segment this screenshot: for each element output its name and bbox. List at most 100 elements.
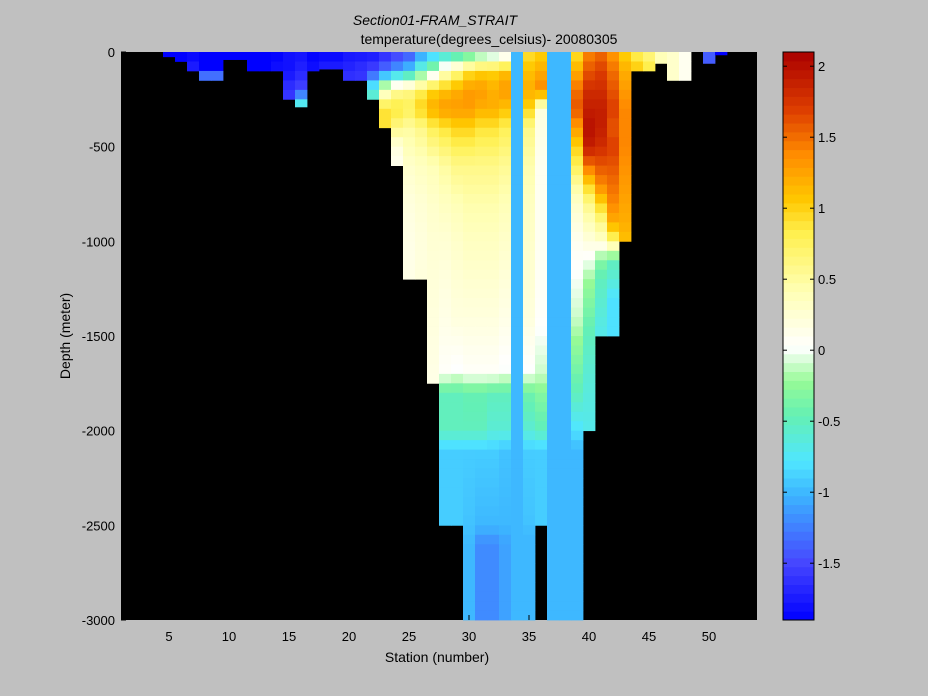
- colorbar-swatch: [783, 469, 814, 479]
- heatmap-cell: [571, 534, 584, 545]
- colorbar-swatch: [783, 380, 814, 390]
- heatmap-cell: [463, 118, 476, 129]
- heatmap-cell: [547, 212, 560, 223]
- heatmap-cell: [463, 80, 476, 91]
- colorbar-swatch: [783, 407, 814, 417]
- heatmap-cell: [547, 515, 560, 526]
- heatmap-cell: [463, 52, 476, 62]
- heatmap-cell: [475, 184, 488, 195]
- heatmap-cell: [535, 212, 548, 223]
- heatmap-cell: [439, 184, 452, 195]
- heatmap-cell: [439, 108, 452, 119]
- heatmap-cell: [475, 118, 488, 129]
- heatmap-cell: [463, 184, 476, 195]
- heatmap-cell: [547, 326, 560, 337]
- heatmap-cell: [607, 52, 620, 62]
- heatmap-cell: [547, 52, 560, 62]
- heatmap-cell: [451, 317, 464, 327]
- heatmap-cell: [463, 440, 476, 450]
- heatmap-cell: [523, 496, 536, 507]
- heatmap-cell: [595, 288, 608, 299]
- heatmap-cell: [583, 421, 596, 432]
- heatmap-cell: [475, 468, 488, 479]
- y-tick-label: -3000: [82, 613, 115, 628]
- heatmap-cell: [391, 80, 404, 91]
- heatmap-cell: [211, 70, 224, 81]
- heatmap-cell: [415, 175, 428, 185]
- heatmap-cell: [439, 440, 452, 450]
- heatmap-cell: [535, 241, 548, 252]
- heatmap-cell: [403, 118, 416, 129]
- heatmap-cell: [571, 373, 584, 384]
- heatmap-cell: [487, 345, 500, 356]
- heatmap-cell: [451, 288, 464, 299]
- heatmap-cell: [511, 354, 524, 365]
- heatmap-cell: [499, 108, 512, 119]
- heatmap-cell: [595, 307, 608, 318]
- heatmap-cell: [391, 52, 404, 62]
- heatmap-cell: [571, 260, 584, 271]
- heatmap-cell: [571, 194, 584, 204]
- heatmap-cell: [571, 279, 584, 290]
- y-tick-label: -1500: [82, 329, 115, 344]
- heatmap-cell: [559, 165, 572, 176]
- heatmap-cell: [499, 506, 512, 517]
- colorbar-swatch: [783, 415, 814, 426]
- heatmap-cell: [403, 165, 416, 176]
- heatmap-cell: [523, 118, 536, 129]
- heatmap-cell: [523, 336, 536, 346]
- heatmap-cell: [523, 402, 536, 413]
- heatmap-cell: [523, 345, 536, 356]
- heatmap-cell: [367, 61, 380, 72]
- heatmap-cell: [439, 402, 452, 413]
- heatmap-cell: [523, 411, 536, 422]
- heatmap-cell: [463, 544, 476, 555]
- heatmap-cell: [571, 212, 584, 223]
- heatmap-cell: [559, 468, 572, 479]
- heatmap-cell: [451, 89, 464, 100]
- heatmap-cell: [391, 137, 404, 148]
- heatmap-cell: [559, 80, 572, 91]
- heatmap-cell: [547, 184, 560, 195]
- heatmap-cell: [403, 108, 416, 119]
- heatmap-cell: [463, 307, 476, 318]
- heatmap-cell: [559, 496, 572, 507]
- heatmap-cell: [427, 345, 440, 356]
- heatmap-cell: [511, 241, 524, 252]
- heatmap-cell: [475, 241, 488, 252]
- heatmap-cell: [319, 52, 332, 62]
- heatmap-cell: [547, 80, 560, 91]
- heatmap-cell: [607, 118, 620, 129]
- heatmap-cell: [499, 411, 512, 422]
- heatmap-cell: [439, 298, 452, 308]
- x-axis: 5 10 15 20 25 30 35 40 45 50: [165, 615, 716, 644]
- heatmap-cell: [463, 459, 476, 469]
- colorbar-tick-label: 1.5: [818, 130, 836, 145]
- heatmap-cell: [427, 146, 440, 157]
- heatmap-cell: [487, 402, 500, 413]
- heatmap-cell: [571, 165, 584, 176]
- x-tick-label: 40: [582, 629, 596, 644]
- y-tick-label: -1000: [82, 234, 115, 249]
- heatmap-cell: [487, 354, 500, 365]
- heatmap-cell: [475, 89, 488, 100]
- heatmap-cell: [487, 449, 500, 460]
- heatmap-cell: [499, 70, 512, 81]
- heatmap-cell: [571, 392, 584, 403]
- heatmap-cell: [427, 336, 440, 346]
- heatmap-cell: [547, 544, 560, 555]
- heatmap-cell: [547, 496, 560, 507]
- heatmap-cell: [379, 99, 392, 110]
- heatmap-cell: [547, 402, 560, 413]
- heatmap-cell: [559, 544, 572, 555]
- heatmap-cell: [463, 383, 476, 394]
- colorbar-swatch: [783, 87, 814, 97]
- heatmap-cell: [595, 70, 608, 81]
- heatmap-cell: [475, 440, 488, 450]
- heatmap-cell: [487, 156, 500, 166]
- heatmap-cell: [583, 118, 596, 129]
- heatmap-cell: [499, 212, 512, 223]
- heatmap-cell: [571, 269, 584, 280]
- heatmap-cell: [595, 165, 608, 176]
- heatmap-cell: [559, 61, 572, 72]
